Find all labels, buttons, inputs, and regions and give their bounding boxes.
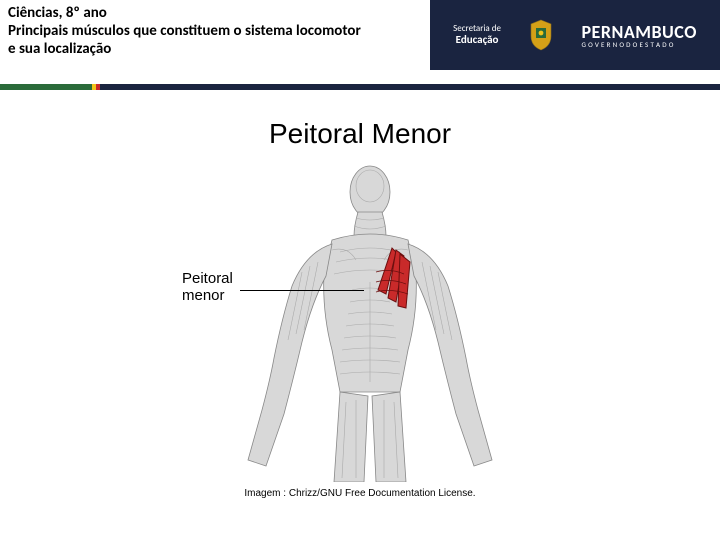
- secretaria-line-b: Educação: [453, 34, 501, 46]
- accent-seg-0: [0, 84, 92, 90]
- image-credit: Imagem : Chrizz/GNU Free Documentation L…: [0, 488, 720, 499]
- header-topic-line1: Principais músculos que constituem o sis…: [8, 22, 422, 40]
- header-course-grade: Ciências, 8º ano: [8, 4, 422, 22]
- pernambuco-label: PERNAMBUCO G O V E R N O D O E S T A D O: [581, 23, 696, 48]
- muscle-label-line1: Peitoral: [182, 270, 233, 287]
- pernambuco-main: PERNAMBUCO: [581, 23, 696, 41]
- anatomy-figure: Peitoral menor: [170, 162, 550, 482]
- accent-seg-3: [100, 84, 720, 90]
- slide-title: Peitoral Menor: [0, 118, 720, 150]
- muscle-label: Peitoral menor: [176, 268, 239, 307]
- gov-logo-block: Secretaria de Educação PERNAMBUCO G O V …: [430, 0, 720, 70]
- secretaria-label: Secretaria de Educação: [453, 24, 501, 46]
- slide-header: Ciências, 8º ano Principais músculos que…: [0, 0, 720, 90]
- accent-bar: [0, 84, 720, 90]
- shield-icon: [527, 18, 555, 52]
- label-pointer-line: [240, 290, 364, 291]
- header-topic-line2: e sua localização: [8, 40, 422, 58]
- human-body-diagram: [240, 162, 500, 482]
- muscle-label-line2: menor: [182, 287, 233, 304]
- header-text-block: Ciências, 8º ano Principais músculos que…: [0, 0, 430, 62]
